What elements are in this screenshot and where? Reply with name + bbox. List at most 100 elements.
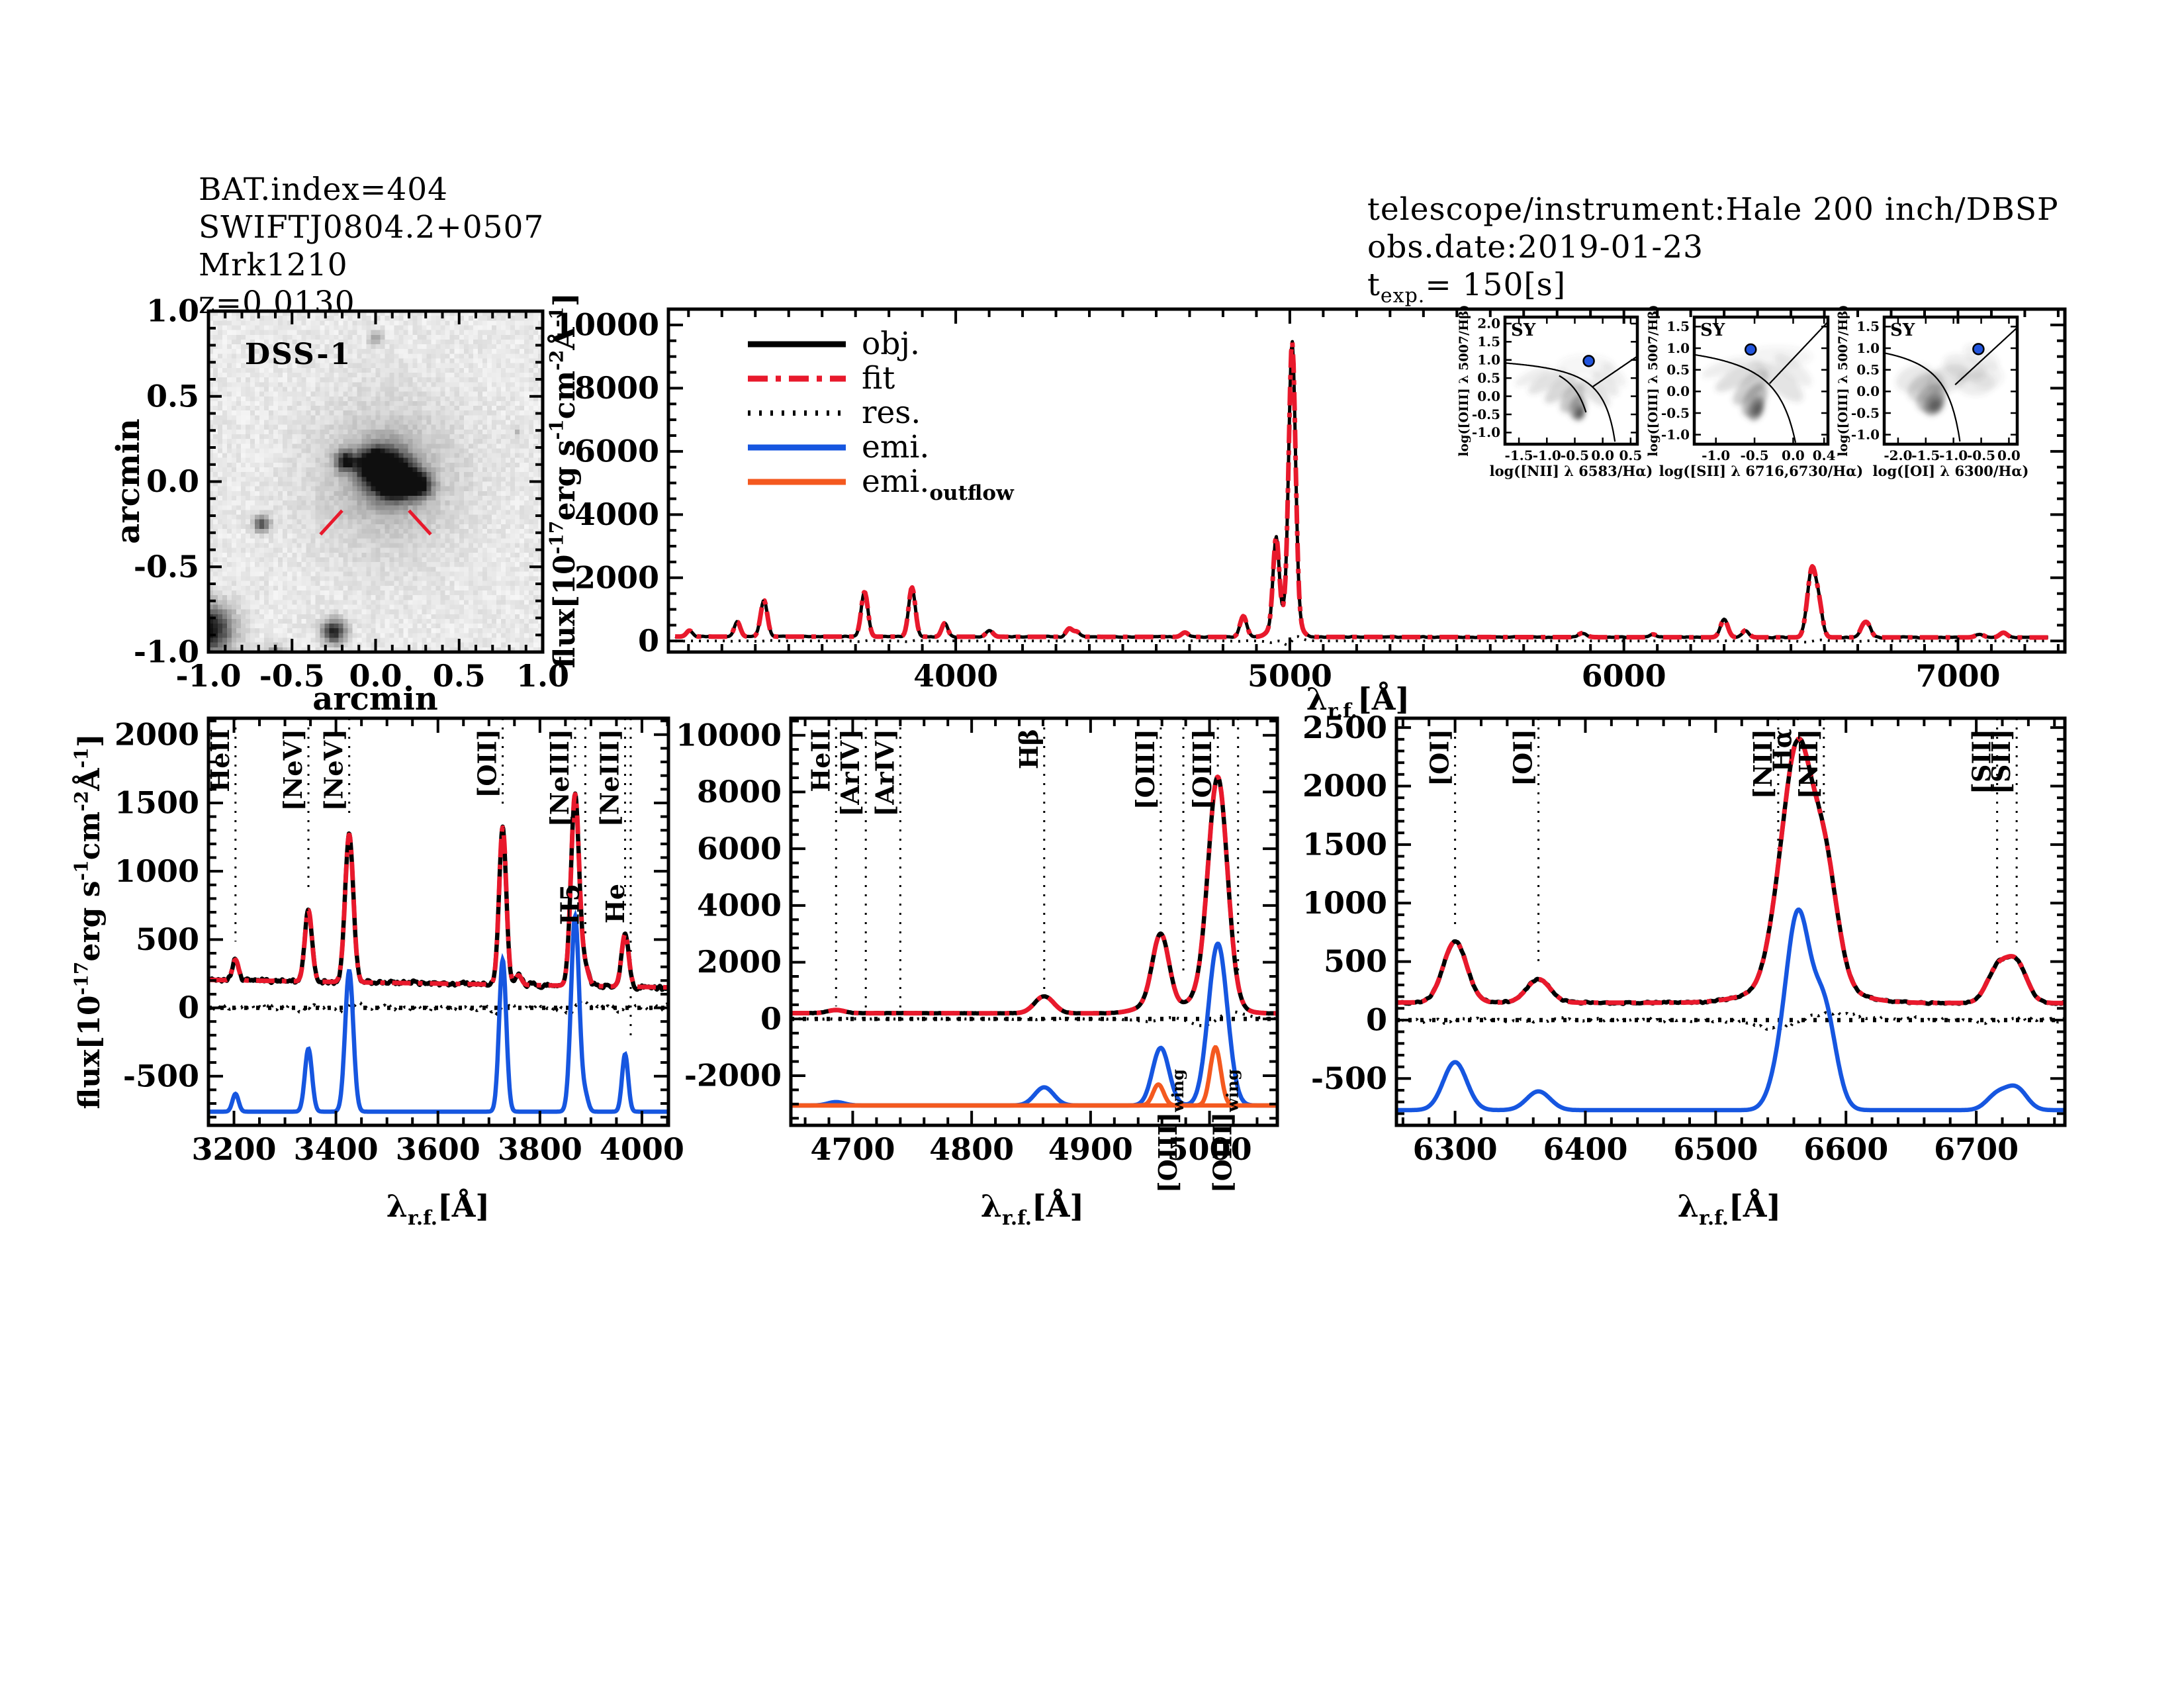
svg-text:[NeIII]: [NeIII] (545, 729, 574, 827)
svg-text:-0.5: -0.5 (1561, 447, 1589, 463)
svg-text:-1.0: -1.0 (1702, 447, 1730, 463)
svg-text:5000: 5000 (1167, 1131, 1252, 1167)
svg-text:-2.0: -2.0 (1884, 447, 1912, 463)
exposure-line: texp.= 150[s] (1367, 267, 1567, 308)
svg-text:1.0: 1.0 (1477, 352, 1500, 368)
svg-text:4700: 4700 (810, 1131, 895, 1167)
svg-text:6400: 6400 (1543, 1131, 1627, 1167)
dss-slit-marker (408, 509, 432, 536)
svg-text:0: 0 (1366, 1002, 1387, 1038)
svg-text:0.0: 0.0 (1997, 447, 2021, 463)
legend-label-0: obj. (862, 326, 920, 362)
svg-text:0.0: 0.0 (1782, 447, 1805, 463)
bpt-sii-xlabel: log([SII] λ 6716,6730/Hα) (1659, 463, 1863, 479)
legend-label-2: res. (862, 395, 921, 431)
svg-text:-1.0: -1.0 (134, 634, 199, 670)
svg-text:0.5: 0.5 (433, 658, 486, 694)
svg-text:2000: 2000 (114, 716, 199, 752)
bpt-sii-class-label: SY (1700, 320, 1725, 340)
svg-text:[SII]: [SII] (1986, 729, 2016, 794)
observation-info-block: telescope/instrument:Hale 200 inch/DBSP … (1367, 191, 2059, 314)
svg-text:1.5: 1.5 (1477, 334, 1500, 350)
bpt-nii-class-label: SY (1511, 320, 1536, 340)
bpt-sii-data-point (1744, 343, 1757, 356)
svg-text:[NII]: [NII] (1794, 729, 1823, 799)
svg-text:0.0: 0.0 (349, 658, 402, 694)
svg-text:2000: 2000 (574, 559, 659, 595)
svg-text:3600: 3600 (396, 1131, 480, 1167)
svg-text:500: 500 (1324, 943, 1387, 979)
svg-text:0.5: 0.5 (1619, 447, 1642, 463)
svg-text:-1.0: -1.0 (175, 658, 241, 694)
svg-text:2500: 2500 (1302, 710, 1387, 745)
svg-text:7000: 7000 (1915, 658, 2000, 694)
svg-text:0.5: 0.5 (146, 378, 199, 414)
svg-text:5000: 5000 (1248, 658, 1332, 694)
svg-text:[OIII]: [OIII] (1187, 729, 1217, 810)
svg-text:500: 500 (136, 921, 199, 957)
svg-text:H5: H5 (555, 884, 584, 925)
bat-index-line: BAT.index=404 (199, 171, 449, 208)
svg-text:[OI]: [OI] (1425, 729, 1455, 786)
svg-text:λr.f.[Å]: λr.f.[Å] (981, 1188, 1084, 1229)
svg-text:1.0: 1.0 (516, 658, 569, 694)
zoom-blue-panel: 3200 3400 3600 3800 4000 -500 0 500 1000 1500 2000… (70, 716, 684, 1229)
svg-text:6700: 6700 (1934, 1131, 2019, 1167)
legend-label-4: emi.outflow (862, 463, 1015, 505)
svg-text:0: 0 (638, 623, 659, 659)
svg-text:-0.5: -0.5 (259, 658, 325, 694)
svg-text:flux[10-17erg s-1cm-2Å-1]: flux[10-17erg s-1cm-2Å-1] (70, 733, 107, 1109)
svg-text:3400: 3400 (294, 1131, 379, 1167)
bpt-sii-panel: -1.0 -0.5 0.0 0.4 -1.0 -0.5 0.0 0.5 1.0 1.5 log([S… (1646, 305, 1863, 479)
svg-text:0.0: 0.0 (146, 463, 199, 499)
zoom-hbeta-oiii-panel: 4700 4800 4900 5000 -2000 0 2000 4000 6000 8000 10… (676, 716, 1279, 1229)
svg-text:[OIII]wing: [OIII]wing (1153, 1069, 1187, 1193)
svg-text:0.5: 0.5 (1856, 361, 1880, 377)
svg-text:-500: -500 (123, 1058, 199, 1094)
svg-text:0.5: 0.5 (1666, 361, 1690, 377)
svg-text:6000: 6000 (1582, 658, 1666, 694)
svg-text:HeII: HeII (205, 729, 235, 792)
svg-text:10000: 10000 (676, 717, 782, 753)
svg-text:1.0: 1.0 (146, 293, 199, 329)
svg-text:HeII: HeII (805, 729, 835, 792)
svg-text:0.0: 0.0 (1591, 447, 1614, 463)
svg-text:0.4: 0.4 (1813, 447, 1836, 463)
bpt-nii-data-point (1582, 355, 1595, 367)
svg-text:-2000: -2000 (684, 1058, 782, 1094)
svg-text:4000: 4000 (574, 496, 659, 532)
svg-text:-0.5: -0.5 (1741, 447, 1769, 463)
svg-text:0.5: 0.5 (1477, 370, 1500, 386)
bpt-nii-xlabel: log([NII] λ 6583/Hα) (1490, 463, 1653, 479)
svg-text:4800: 4800 (929, 1131, 1014, 1167)
svg-text:-1.0: -1.0 (1851, 426, 1880, 442)
svg-text:[SII]: [SII] (1967, 729, 1997, 794)
svg-text:8000: 8000 (574, 370, 659, 406)
dss-image (208, 311, 543, 652)
svg-text:1.0: 1.0 (1856, 340, 1880, 356)
svg-text:1.5: 1.5 (1856, 318, 1880, 334)
svg-text:2.0: 2.0 (1477, 316, 1500, 332)
main-spectrum-panel: 4000 5000 6000 7000 0 2000 4000 6000 8000 10000 λr… (545, 293, 2067, 722)
svg-text:λr.f.[Å]: λr.f.[Å] (1306, 680, 1410, 722)
svg-text:flux[10-17erg s-1cm-2Å-1]: flux[10-17erg s-1cm-2Å-1] (545, 293, 582, 668)
dss-xlabel: arcmin (312, 680, 438, 718)
svg-text:λr.f.[Å]: λr.f.[Å] (1678, 1188, 1781, 1229)
svg-text:3200: 3200 (192, 1131, 277, 1167)
svg-text:-0.5: -0.5 (1661, 405, 1690, 421)
dss-panel: -1.0 -0.5 0.0 0.5 1.0 -1.0 -0.5 0.0 0.5 1.0 DSS-1 a… (110, 293, 569, 718)
svg-text:-1.0: -1.0 (1533, 447, 1561, 463)
dss-ylabel: arcmin (110, 418, 147, 544)
telescope-line: telescope/instrument:Hale 200 inch/DBSP (1367, 191, 2059, 228)
bpt-oi-ylabel: log([OIII] λ 5007/Hβ) (1836, 305, 1850, 456)
svg-text:[ArIV]: [ArIV] (870, 729, 899, 817)
svg-text:[OIII]: [OIII] (1130, 729, 1160, 810)
svg-text:-1.5: -1.5 (1911, 447, 1940, 463)
swift-name-line: SWIFTJ0804.2+0507 (199, 209, 545, 246)
svg-text:-500: -500 (1311, 1060, 1387, 1096)
svg-text:0.0: 0.0 (1477, 388, 1500, 404)
obs-date-line: obs.date:2019-01-23 (1367, 229, 1704, 265)
svg-text:1.0: 1.0 (1666, 340, 1690, 356)
svg-text:1500: 1500 (114, 785, 199, 821)
